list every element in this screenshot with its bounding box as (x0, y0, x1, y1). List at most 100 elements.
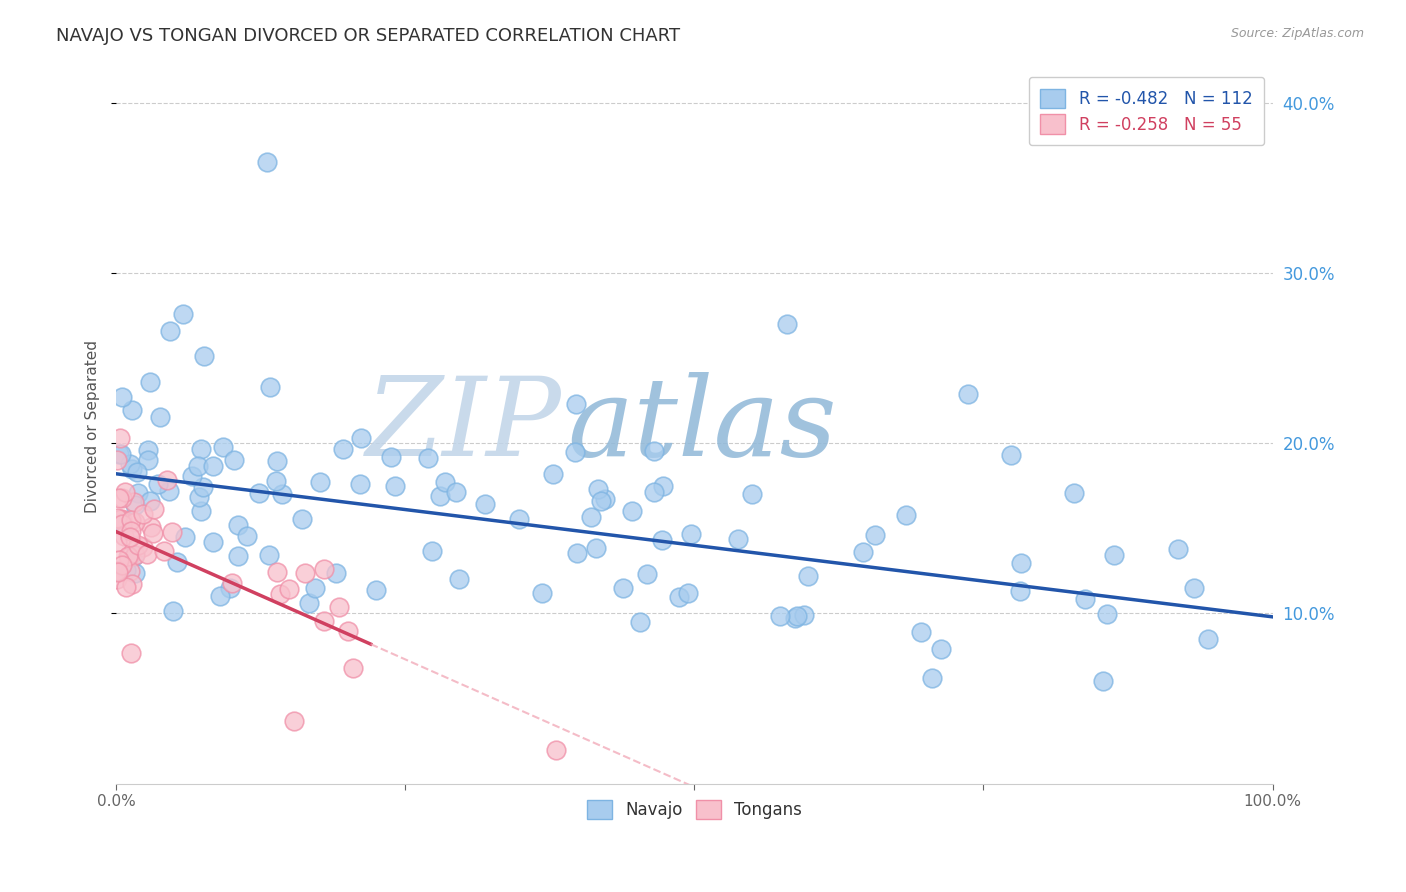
Point (127, 485, 149, 500)
Point (224, 453, 246, 467)
Point (651, 479, 673, 493)
Point (910, 624, 932, 639)
Point (1063, 486, 1085, 500)
Point (114, 580, 136, 594)
Point (1095, 607, 1118, 622)
Point (187, 459, 209, 474)
Point (416, 451, 439, 466)
Point (191, 480, 214, 494)
Point (270, 487, 292, 501)
Point (132, 508, 155, 522)
Point (931, 641, 953, 656)
Point (259, 380, 281, 394)
Text: Source: ZipAtlas.com: Source: ZipAtlas.com (1230, 27, 1364, 40)
Point (162, 525, 184, 540)
Point (139, 519, 162, 533)
Point (132, 540, 155, 554)
Point (120, 457, 142, 471)
Point (380, 450, 402, 464)
Point (120, 564, 142, 578)
Point (628, 615, 651, 630)
Point (181, 469, 204, 483)
Point (257, 548, 280, 562)
Point (446, 485, 468, 500)
Point (1102, 548, 1125, 562)
Point (1182, 582, 1205, 596)
Point (226, 549, 249, 564)
Point (111, 558, 134, 572)
Point (621, 504, 644, 518)
Point (336, 624, 359, 638)
Legend: Navajo, Tongans: Navajo, Tongans (581, 793, 808, 825)
Point (309, 475, 332, 489)
Point (366, 583, 388, 598)
Point (209, 589, 232, 603)
Point (201, 458, 224, 473)
Point (114, 564, 136, 578)
Point (588, 482, 610, 496)
Point (643, 484, 665, 499)
Point (110, 447, 132, 461)
Point (298, 596, 321, 610)
Point (581, 509, 603, 524)
Point (256, 155, 278, 169)
Point (142, 502, 165, 516)
Point (314, 614, 336, 628)
Point (283, 714, 305, 728)
Point (121, 402, 143, 417)
Point (247, 486, 270, 500)
Point (342, 661, 364, 675)
Point (124, 498, 146, 512)
Point (565, 396, 588, 410)
Point (530, 586, 553, 600)
Point (108, 552, 131, 566)
Point (852, 544, 875, 558)
Point (236, 529, 259, 543)
Point (122, 549, 145, 563)
Point (111, 517, 134, 532)
Point (188, 490, 211, 504)
Point (107, 572, 129, 586)
Point (117, 549, 139, 563)
Point (1010, 583, 1032, 598)
Point (148, 477, 170, 491)
Point (636, 566, 658, 581)
Point (668, 590, 690, 604)
Point (156, 473, 179, 487)
Point (957, 387, 980, 401)
Point (139, 376, 162, 390)
Point (384, 479, 406, 493)
Point (921, 671, 943, 685)
Point (219, 581, 242, 595)
Point (332, 442, 354, 456)
Point (508, 512, 530, 526)
Point (269, 587, 291, 601)
Point (121, 462, 143, 476)
Point (544, 742, 567, 756)
Point (107, 534, 129, 549)
Point (120, 524, 142, 538)
Point (595, 491, 617, 506)
Point (1000, 448, 1022, 462)
Point (153, 544, 176, 558)
Point (136, 547, 159, 561)
Point (564, 444, 586, 458)
Point (266, 565, 288, 579)
Point (124, 516, 146, 530)
Point (567, 546, 589, 560)
Point (120, 646, 142, 660)
Point (136, 453, 159, 467)
Point (127, 538, 149, 552)
Point (349, 476, 371, 491)
Point (291, 512, 314, 526)
Point (264, 474, 287, 488)
Point (118, 530, 141, 544)
Point (111, 512, 134, 526)
Point (776, 317, 799, 331)
Point (142, 526, 165, 541)
Point (266, 454, 288, 468)
Point (783, 611, 806, 625)
Y-axis label: Divorced or Separated: Divorced or Separated (86, 340, 100, 513)
Point (125, 465, 148, 479)
Point (797, 569, 820, 583)
